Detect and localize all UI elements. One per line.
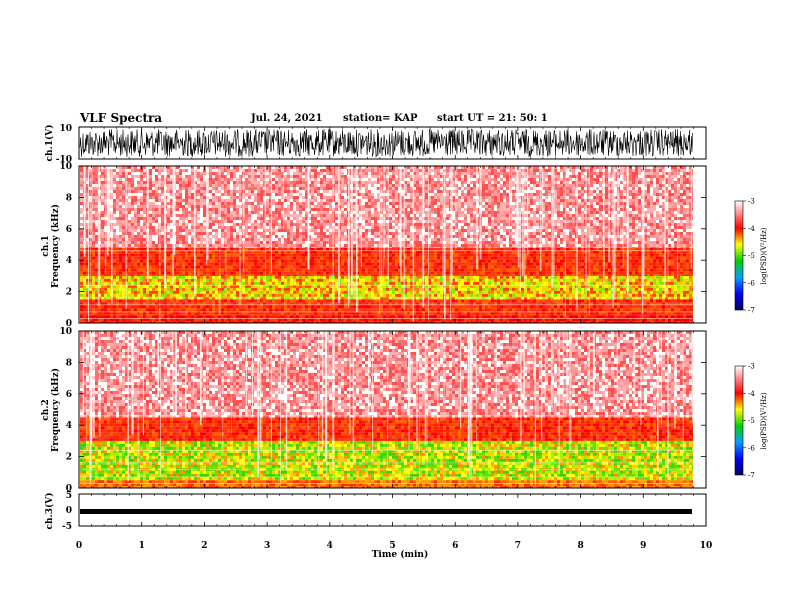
colorbar-tick-label: -6	[748, 279, 755, 287]
freq-tick-label: 6	[66, 390, 72, 400]
freq-tick-label: 2	[66, 453, 72, 463]
freq-tick-label: 4	[66, 421, 72, 431]
ch1-spectrogram-ylabel-line2: Frequency (kHz)	[50, 204, 61, 288]
ch1-ytick-bottom: -10	[56, 155, 72, 165]
ch3-ytick-top: 5	[66, 491, 72, 501]
time-tick-label: 9	[640, 541, 646, 551]
colorbar-tick-label: -7	[748, 472, 755, 480]
ch1-waveform-line	[79, 128, 694, 158]
colorbar-tick-label: -7	[748, 307, 755, 315]
ch1-waveform-panel: 10 -10 ch.1(V)	[44, 124, 707, 165]
ch1-ytick-top: 10	[59, 124, 72, 134]
ch2-colorbar-label: log(PSD)(V²/Hz)	[760, 392, 768, 449]
ch2-frequency-ticks: 0 2 4 6 8 10	[59, 327, 706, 494]
time-tick-label: 10	[700, 541, 713, 551]
date-label: Jul. 24, 2021	[251, 113, 322, 124]
freq-tick-label: 4	[66, 256, 72, 266]
ch1-colorbar-ticks: -3 -4 -5 -6 -7	[743, 198, 755, 315]
ch3-ytick-mid: 0	[66, 506, 72, 516]
time-axis-label: Time (min)	[372, 549, 429, 560]
ch2-spectrogram-ylabel-line2: Frequency (kHz)	[50, 368, 61, 452]
ch1-spectrogram-image	[79, 166, 706, 323]
time-tick-label: 6	[452, 541, 458, 551]
ch2-spectrogram-ylabel-line1: ch.2	[41, 399, 51, 420]
freq-tick-label: 8	[66, 358, 72, 368]
freq-tick-label: 0	[66, 319, 72, 329]
colorbar-tick-label: -6	[748, 444, 755, 452]
station-label: station= KAP	[343, 113, 418, 124]
colorbar-tick-label: -3	[748, 363, 755, 371]
freq-tick-label: 6	[66, 225, 72, 235]
ch2-colorbar	[734, 365, 744, 476]
time-tick-label: 5	[389, 541, 395, 551]
freq-tick-label: 10	[59, 327, 72, 337]
ch1-spectrogram-ylabel-line1: ch.1	[41, 235, 51, 256]
ch3-waveform-trace	[80, 509, 692, 514]
freq-tick-label: 0	[66, 484, 72, 494]
colorbar-tick-label: -5	[748, 252, 755, 260]
ch3-waveform-ylabel: ch.3(V)	[44, 493, 55, 530]
ch2-colorbar-ticks: -3 -4 -5 -6 -7	[743, 363, 755, 480]
ch1-waveform-ylabel: ch.1(V)	[44, 125, 55, 162]
colorbar-tick-label: -5	[748, 417, 755, 425]
start-time-label: start UT = 21: 50: 1	[437, 113, 548, 124]
time-tick-label: 2	[201, 541, 207, 551]
time-axis-ticks: 0 1 2 3 4 5 6 7 8 9 10	[76, 127, 712, 551]
freq-tick-label: 8	[66, 193, 72, 203]
time-tick-label: 4	[327, 541, 333, 551]
ch1-colorbar	[734, 200, 744, 311]
ch3-waveform-panel: 5 0 -5 ch.3(V)	[44, 491, 707, 532]
ch1-frequency-ticks: 0 2 4 6 8 10	[59, 162, 706, 329]
colorbar-tick-label: -4	[748, 390, 755, 398]
ch2-spectrogram-image	[79, 331, 706, 488]
freq-tick-label: 10	[59, 162, 72, 172]
colorbar-tick-label: -3	[748, 198, 755, 206]
time-tick-label: 8	[577, 541, 583, 551]
ch1-waveform-trace	[79, 128, 694, 158]
ch1-colorbar-label: log(PSD)(V²/Hz)	[760, 227, 768, 284]
time-tick-label: 7	[515, 541, 521, 551]
ch3-ytick-bottom: -5	[62, 522, 72, 532]
time-tick-label: 0	[76, 541, 82, 551]
time-tick-label: 3	[264, 541, 270, 551]
freq-tick-label: 2	[66, 288, 72, 298]
colorbar-tick-label: -4	[748, 225, 755, 233]
time-tick-label: 1	[139, 541, 145, 551]
chart-title: VLF Spectra	[80, 111, 162, 125]
